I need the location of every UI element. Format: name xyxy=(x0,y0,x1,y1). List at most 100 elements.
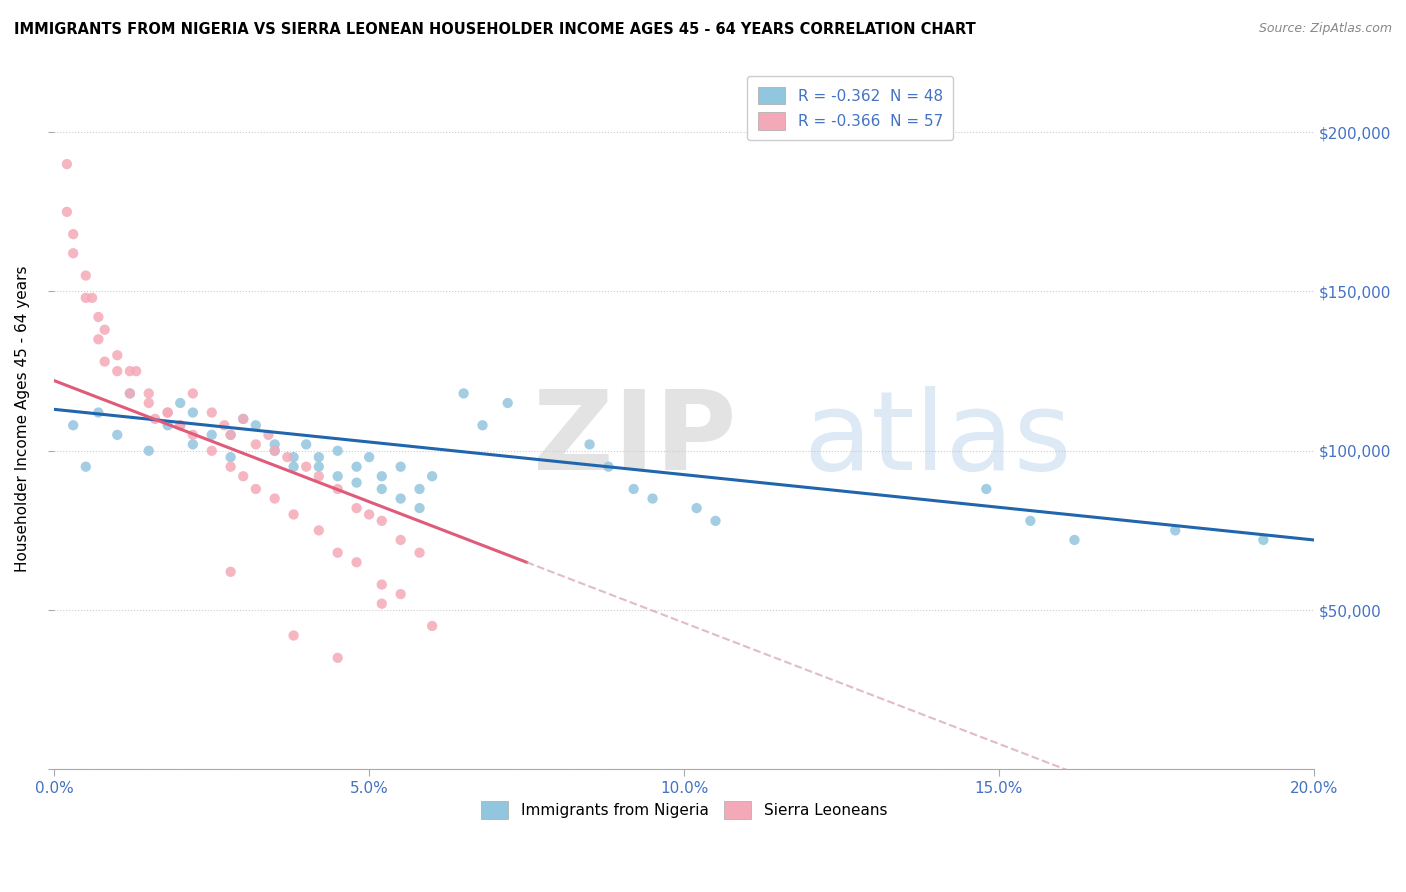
Point xyxy=(326,482,349,496)
Point xyxy=(371,597,394,611)
Point xyxy=(181,427,204,442)
Point xyxy=(346,555,368,569)
Point xyxy=(1019,514,1042,528)
Point xyxy=(371,577,394,591)
Point xyxy=(371,482,394,496)
Point xyxy=(295,459,318,474)
Point xyxy=(326,469,349,483)
Point xyxy=(118,364,141,378)
Point xyxy=(87,405,110,419)
Point xyxy=(219,427,242,442)
Point xyxy=(245,437,267,451)
Point xyxy=(93,354,115,368)
Point xyxy=(93,323,115,337)
Point xyxy=(371,469,394,483)
Point xyxy=(169,418,191,433)
Point xyxy=(138,386,160,401)
Point xyxy=(80,291,103,305)
Point xyxy=(308,450,330,464)
Point xyxy=(181,405,204,419)
Legend: Immigrants from Nigeria, Sierra Leoneans: Immigrants from Nigeria, Sierra Leoneans xyxy=(475,795,893,825)
Point xyxy=(56,205,79,219)
Point xyxy=(201,405,224,419)
Point xyxy=(105,348,128,362)
Text: IMMIGRANTS FROM NIGERIA VS SIERRA LEONEAN HOUSEHOLDER INCOME AGES 45 - 64 YEARS : IMMIGRANTS FROM NIGERIA VS SIERRA LEONEA… xyxy=(14,22,976,37)
Point xyxy=(156,418,179,433)
Point xyxy=(263,443,285,458)
Point xyxy=(219,427,242,442)
Point xyxy=(201,427,224,442)
Point xyxy=(105,427,128,442)
Point xyxy=(263,491,285,506)
Point xyxy=(389,533,412,547)
Point xyxy=(371,514,394,528)
Point xyxy=(169,418,191,433)
Point xyxy=(62,227,84,242)
Point xyxy=(641,491,664,506)
Point xyxy=(685,501,707,516)
Point xyxy=(257,427,280,442)
Point xyxy=(219,459,242,474)
Point xyxy=(56,157,79,171)
Point xyxy=(62,246,84,260)
Point xyxy=(359,508,381,522)
Point xyxy=(125,364,148,378)
Point xyxy=(138,396,160,410)
Text: Source: ZipAtlas.com: Source: ZipAtlas.com xyxy=(1258,22,1392,36)
Point xyxy=(232,412,254,426)
Point xyxy=(118,386,141,401)
Point xyxy=(623,482,645,496)
Point xyxy=(276,450,298,464)
Point xyxy=(263,437,285,451)
Point xyxy=(75,459,97,474)
Point xyxy=(219,565,242,579)
Point xyxy=(62,418,84,433)
Point xyxy=(138,443,160,458)
Point xyxy=(143,412,166,426)
Point xyxy=(105,364,128,378)
Point xyxy=(598,459,620,474)
Point xyxy=(420,619,443,633)
Point xyxy=(118,386,141,401)
Y-axis label: Householder Income Ages 45 - 64 years: Householder Income Ages 45 - 64 years xyxy=(15,266,30,572)
Point xyxy=(389,587,412,601)
Point xyxy=(326,650,349,665)
Point xyxy=(181,437,204,451)
Point xyxy=(169,396,191,410)
Point xyxy=(87,332,110,346)
Point xyxy=(219,450,242,464)
Point xyxy=(87,310,110,324)
Point xyxy=(346,475,368,490)
Point xyxy=(420,469,443,483)
Point xyxy=(75,291,97,305)
Point xyxy=(181,386,204,401)
Point xyxy=(1164,524,1187,538)
Point xyxy=(389,459,412,474)
Point xyxy=(408,482,430,496)
Point xyxy=(156,405,179,419)
Point xyxy=(245,482,267,496)
Point xyxy=(283,450,305,464)
Point xyxy=(214,418,236,433)
Text: atlas: atlas xyxy=(804,386,1073,493)
Point xyxy=(578,437,600,451)
Point xyxy=(201,443,224,458)
Point xyxy=(263,443,285,458)
Point xyxy=(232,412,254,426)
Point xyxy=(346,459,368,474)
Point xyxy=(1253,533,1275,547)
Point xyxy=(156,405,179,419)
Point xyxy=(75,268,97,283)
Point xyxy=(295,437,318,451)
Point xyxy=(326,443,349,458)
Point xyxy=(346,501,368,516)
Point xyxy=(974,482,997,496)
Text: ZIP: ZIP xyxy=(533,386,737,493)
Point xyxy=(453,386,475,401)
Point xyxy=(283,459,305,474)
Point xyxy=(245,418,267,433)
Point xyxy=(496,396,519,410)
Point xyxy=(283,508,305,522)
Point xyxy=(408,546,430,560)
Point xyxy=(308,524,330,538)
